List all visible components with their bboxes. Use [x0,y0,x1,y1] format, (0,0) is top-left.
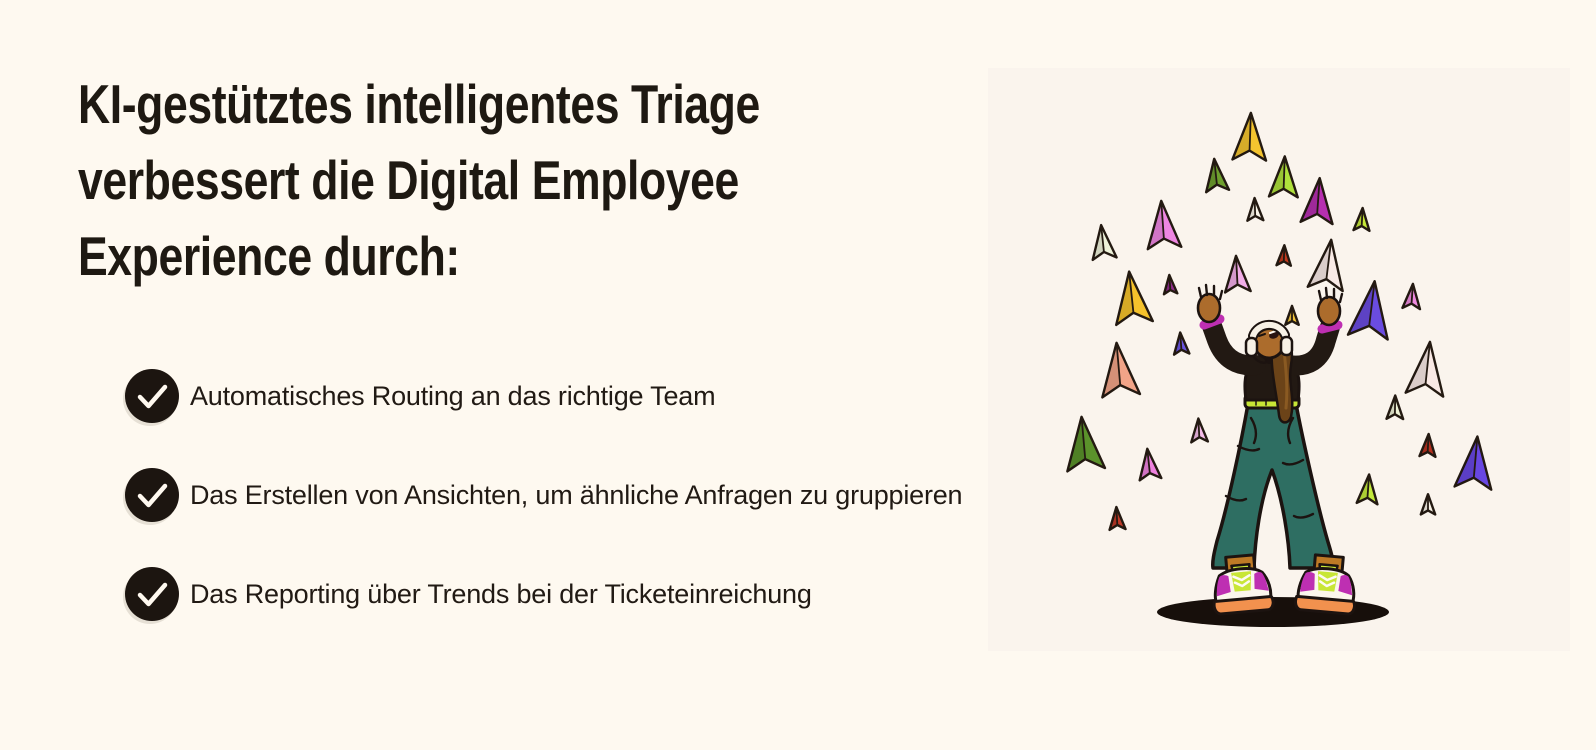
person [1157,283,1389,627]
paper-plane-icon [1246,196,1265,222]
check-icon [125,468,179,522]
paper-plane-icon [1204,157,1231,194]
list-item: Das Reporting über Trends bei der Ticket… [125,567,962,621]
heading-line-2: verbessert die Digital Employee [78,149,739,211]
paper-plane-icon [1299,176,1334,226]
right-arm [1278,317,1340,376]
paper-plane-icon [1355,473,1379,506]
list-item: Automatisches Routing an das richtige Te… [125,369,962,423]
pants [1211,402,1335,570]
illustration-panel [988,68,1570,651]
paper-plane-icon [1418,432,1437,459]
check-icon [125,567,179,621]
left-arm [1202,316,1266,376]
paper-plane-icon [1346,280,1389,341]
paper-plane-icon [1138,447,1163,482]
right-sneaker [1294,553,1356,616]
paper-plane-icon [1066,415,1107,473]
list-item: Das Erstellen von Ansichten, um ähnliche… [125,468,963,522]
eye [1258,333,1266,337]
left-sneaker [1212,553,1275,616]
paper-plane-icon [1404,340,1445,398]
paper-plane-icon [1401,282,1422,311]
headset-right-cup [1279,335,1294,357]
paper-plane-icon [1453,435,1493,491]
paper-plane-icon [1284,304,1300,327]
paper-plane-icon [1231,111,1268,162]
paper-plane-icon [1267,155,1299,199]
paper-plane-icon [1108,505,1127,532]
paper-plane-icon [1091,223,1118,262]
benefit-list: Automatisches Routing an das richtige Te… [125,369,963,666]
bullet-text: Das Erstellen von Ansichten, um ähnliche… [190,479,963,510]
mic-boom [1251,354,1269,364]
mic [1266,358,1272,364]
page-title: KI-gestütztes intelligentes Triage verbe… [78,66,920,294]
heading-line-3: Experience durch: [78,225,460,287]
bullet-text: Das Reporting über Trends bei der Ticket… [190,578,812,609]
paper-plane-icon [1115,270,1155,327]
paper-planes-group [1066,111,1493,532]
paper-plane-icon [1306,238,1344,293]
left-hand [1196,283,1224,324]
paper-plane-icon [1223,254,1252,294]
right-hand [1316,286,1344,327]
headset-left-cup [1244,336,1259,358]
right-cuff [1317,320,1343,334]
check-icon [125,369,179,423]
paper-plane-icon [1101,341,1142,399]
paper-plane-icon [1419,493,1437,516]
paper-plane-icon [1275,244,1293,267]
paper-plane-icon [1385,394,1405,421]
paper-plane-icon [1352,206,1371,233]
bullet-text: Automatisches Routing an das richtige Te… [190,380,716,411]
heading-line-1: KI-gestütztes intelligentes Triage [78,73,760,135]
paper-plane-icon [1162,273,1179,296]
paper-plane-icon [1172,331,1191,356]
paper-plane-icon [1146,199,1183,251]
person-illustration [1066,111,1493,627]
paper-plane-icon [1190,417,1210,444]
